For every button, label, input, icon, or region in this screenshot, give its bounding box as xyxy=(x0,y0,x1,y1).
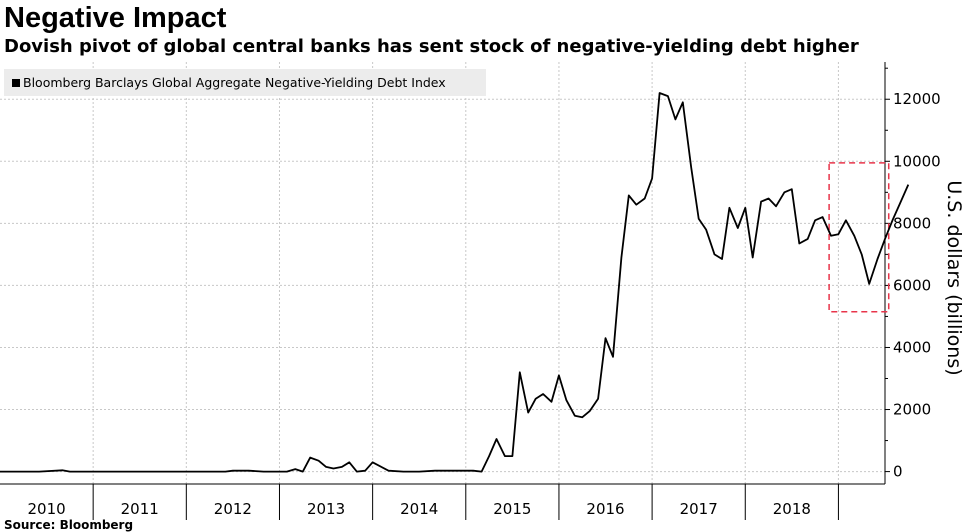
x-tick-label: 2016 xyxy=(586,500,624,518)
x-tick-label: 2012 xyxy=(214,500,252,518)
x-tick-label: 2017 xyxy=(680,500,718,518)
source-note: Source: Bloomberg xyxy=(4,518,134,532)
chart-title: Negative Impact xyxy=(4,2,227,34)
legend: Bloomberg Barclays Global Aggregate Nega… xyxy=(4,69,486,96)
y-tick-label: 12000 xyxy=(893,90,941,108)
y-tick-label: 0 xyxy=(893,463,903,481)
series-line xyxy=(0,92,910,473)
y-tick-label: 8000 xyxy=(893,214,931,232)
x-tick-label: 2010 xyxy=(27,500,65,518)
x-tick-label: 2013 xyxy=(307,500,345,518)
y-tick-label: 6000 xyxy=(893,276,931,294)
x-tick-label: 2015 xyxy=(493,500,531,518)
y-tick-label: 10000 xyxy=(893,152,941,170)
legend-swatch xyxy=(12,78,20,87)
y-tick-label: 2000 xyxy=(893,401,931,419)
highlight-box xyxy=(828,162,890,313)
y-tick-label: 4000 xyxy=(893,338,931,356)
x-tick-label: 2011 xyxy=(121,500,159,518)
x-tick-label: 2014 xyxy=(400,500,438,518)
chart-subtitle: Dovish pivot of global central banks has… xyxy=(4,36,859,57)
legend-label: Bloomberg Barclays Global Aggregate Nega… xyxy=(23,75,446,90)
x-tick-label: 2018 xyxy=(773,500,811,518)
y-axis-title: U.S. dollars (billions) xyxy=(943,180,965,375)
